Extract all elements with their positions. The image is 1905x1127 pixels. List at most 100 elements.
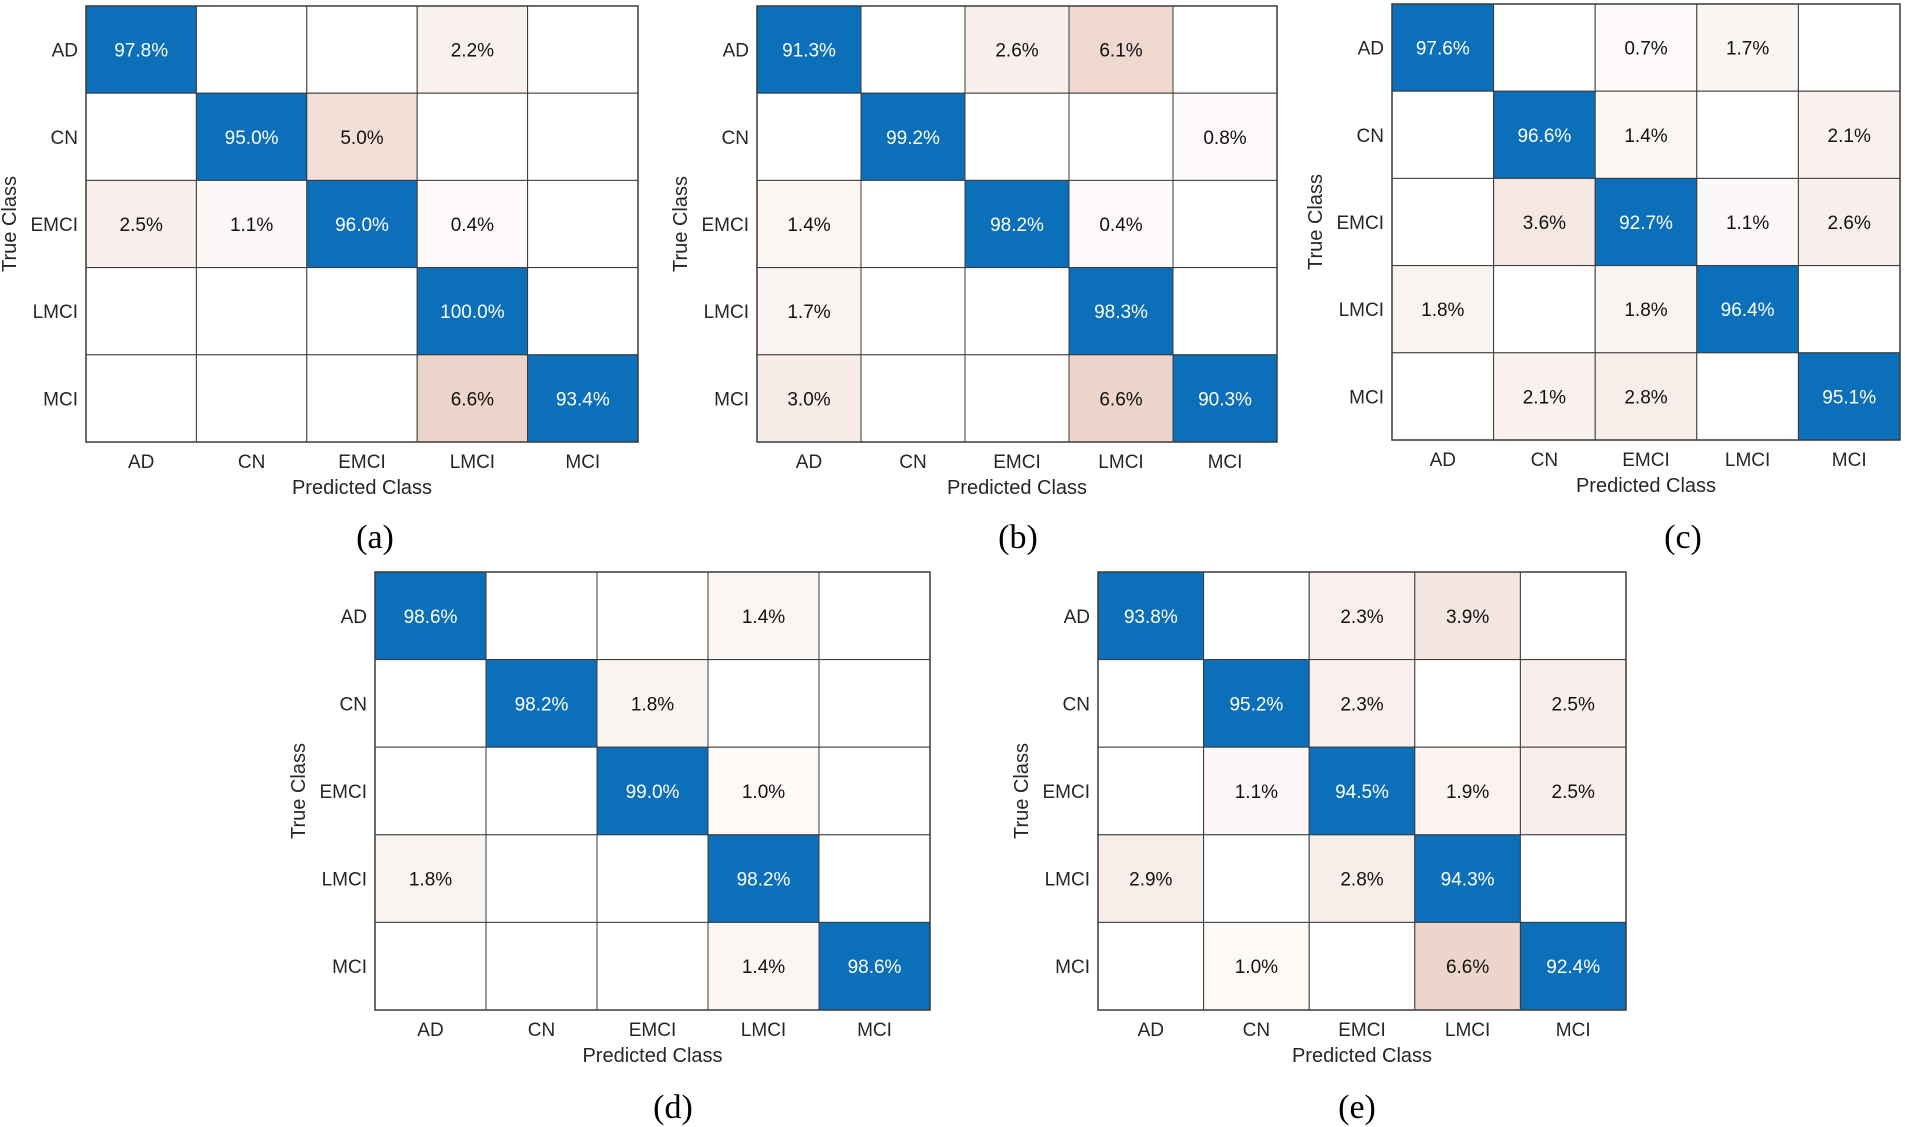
- matrix-cell: [707, 921, 820, 1011]
- x-tick-label: AD: [128, 452, 154, 473]
- cell-value-label: 1.1%: [1235, 782, 1278, 803]
- matrix-cell: [860, 354, 966, 443]
- x-tick-label: EMCI: [1338, 1020, 1386, 1041]
- y-tick-label: CN: [722, 128, 749, 149]
- x-axis-label: Predicted Class: [1292, 1045, 1432, 1067]
- y-tick-label: LMCI: [1339, 300, 1384, 321]
- matrix-cell: [485, 921, 598, 1011]
- matrix-cell: [485, 571, 598, 661]
- cell-value-label: 95.2%: [1229, 694, 1283, 715]
- cell-value-label: 2.5%: [1552, 694, 1595, 715]
- y-tick-label: MCI: [43, 389, 78, 410]
- y-tick-label: LMCI: [322, 870, 367, 891]
- y-tick-label: MCI: [332, 957, 367, 978]
- matrix-cell: [1493, 352, 1596, 441]
- y-tick-label: LMCI: [704, 302, 749, 323]
- matrix-cell: [1696, 265, 1799, 354]
- confusion-matrix-panel: 97.8% 2.2% 95.0% 5.0% 2.5% 1.1% 96.0% 0.4% 100.0…: [0, 5, 639, 556]
- matrix-cell: [1172, 267, 1278, 356]
- matrix-cell: [1594, 177, 1698, 267]
- panel-label: (e): [1338, 1089, 1376, 1126]
- x-tick-label: LMCI: [1725, 450, 1770, 471]
- x-tick-label: AD: [796, 452, 822, 473]
- matrix-cell: [756, 354, 862, 443]
- y-tick-label: EMCI: [1337, 213, 1385, 234]
- x-tick-label: MCI: [1832, 450, 1867, 471]
- matrix-cell: [485, 659, 598, 748]
- matrix-cell: [1068, 92, 1174, 181]
- cell-value-label: 2.6%: [995, 41, 1038, 62]
- cell-value-label: 1.0%: [742, 782, 785, 803]
- cell-value-label: 99.0%: [626, 782, 680, 803]
- x-tick-label: EMCI: [1622, 450, 1670, 471]
- cell-value-label: 97.8%: [114, 41, 168, 62]
- cell-value-label: 96.6%: [1517, 126, 1571, 147]
- matrix-cell: [964, 5, 1070, 94]
- matrix-cell: [1391, 352, 1495, 441]
- y-tick-label: MCI: [1349, 387, 1384, 408]
- matrix-cell: [527, 92, 639, 181]
- matrix-cell: [1414, 746, 1521, 836]
- x-axis-label: Predicted Class: [1576, 475, 1716, 497]
- cell-value-label: 96.4%: [1721, 300, 1775, 321]
- matrix-cell: [964, 179, 1070, 269]
- matrix-cell: [1797, 352, 1901, 441]
- cell-value-label: 2.2%: [451, 41, 494, 62]
- cell-value-label: 1.1%: [230, 215, 273, 236]
- x-tick-label: EMCI: [629, 1020, 677, 1041]
- matrix-cell: [1391, 90, 1495, 179]
- cell-value-label: 91.3%: [782, 41, 836, 62]
- cell-value-label: 1.0%: [1235, 957, 1278, 978]
- cell-value-label: 94.5%: [1335, 782, 1389, 803]
- cell-value-label: 3.0%: [787, 389, 830, 410]
- matrix-cell: [85, 267, 197, 356]
- matrix-cell: [1493, 3, 1596, 92]
- cell-value-label: 98.2%: [515, 694, 569, 715]
- matrix-cell: [1097, 746, 1205, 836]
- cell-value-label: 95.1%: [1822, 387, 1876, 408]
- matrix-border: [85, 5, 639, 443]
- cell-value-label: 0.7%: [1624, 39, 1667, 60]
- matrix-cell: [1203, 921, 1310, 1011]
- matrix-border: [374, 571, 931, 1011]
- cell-value-label: 3.6%: [1523, 213, 1566, 234]
- matrix-cell: [85, 5, 197, 94]
- matrix-cell: [1797, 265, 1901, 354]
- cell-value-label: 0.4%: [1099, 215, 1142, 236]
- cell-value-label: 1.7%: [1726, 39, 1769, 60]
- matrix-cell: [195, 267, 308, 356]
- matrix-cell: [195, 5, 308, 94]
- cell-value-label: 6.6%: [1099, 389, 1142, 410]
- cell-value-label: 2.3%: [1340, 694, 1383, 715]
- matrix-cell: [416, 5, 529, 94]
- x-tick-label: CN: [899, 452, 926, 473]
- y-tick-label: EMCI: [320, 782, 368, 803]
- cell-value-label: 93.8%: [1124, 607, 1178, 628]
- matrix-cell: [195, 354, 308, 443]
- cell-value-label: 6.6%: [451, 389, 494, 410]
- cell-value-label: 1.9%: [1446, 782, 1489, 803]
- cell-value-label: 3.9%: [1446, 607, 1489, 628]
- cell-value-label: 1.1%: [1726, 213, 1769, 234]
- x-tick-label: MCI: [1556, 1020, 1591, 1041]
- matrix-cell: [306, 354, 418, 443]
- matrix-cell: [527, 5, 639, 94]
- x-axis-label: Predicted Class: [947, 477, 1087, 499]
- matrix-cell: [596, 921, 709, 1011]
- x-axis-label: Predicted Class: [292, 477, 432, 499]
- matrix-cell: [1391, 177, 1495, 267]
- matrix-cell: [596, 834, 709, 923]
- confusion-matrix-panel: 93.8% 2.3% 3.9% 95.2% 2.3% 2.5% 1.1% 94.5% 1.9% 2…: [1011, 571, 1627, 1126]
- cell-value-label: 98.2%: [737, 870, 791, 891]
- matrix-cell: [964, 92, 1070, 181]
- matrix-cell: [1594, 90, 1698, 179]
- cell-value-label: 2.3%: [1340, 607, 1383, 628]
- y-tick-label: AD: [1358, 39, 1384, 60]
- matrix-cell: [1097, 659, 1205, 748]
- matrix-cell: [756, 5, 862, 94]
- cell-value-label: 1.4%: [742, 607, 785, 628]
- x-tick-label: CN: [1243, 1020, 1270, 1041]
- matrix-cell: [756, 267, 862, 356]
- cell-value-label: 90.3%: [1198, 389, 1252, 410]
- y-axis-label: True Class: [670, 176, 692, 272]
